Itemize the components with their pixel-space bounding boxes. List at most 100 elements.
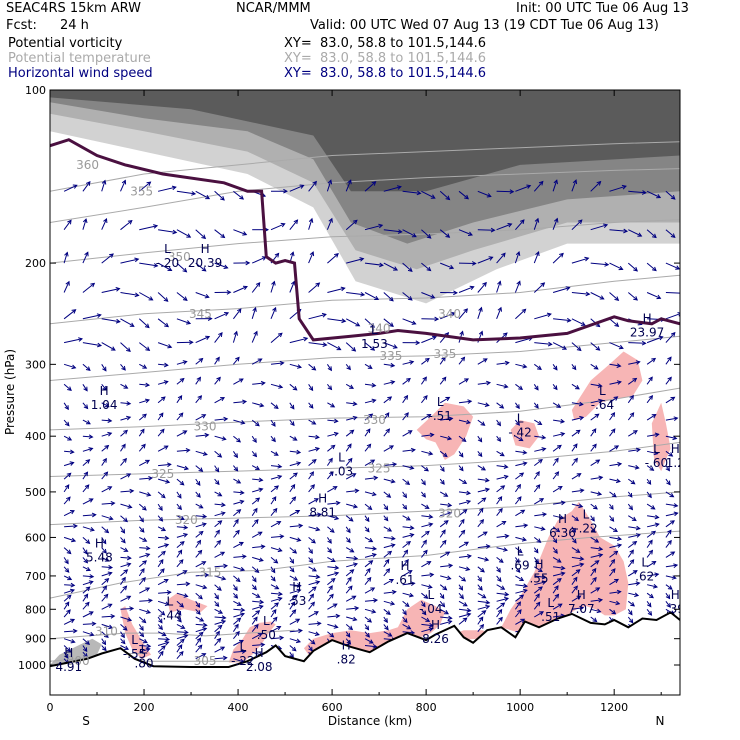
wind-arrowhead [279,534,285,539]
x-tick-label: 800 [416,701,437,714]
wind-vector [496,496,503,505]
wind-vector [533,218,539,230]
wind-arrowhead [349,429,355,435]
wind-arrowhead [220,397,226,402]
wind-vector [590,526,596,533]
wind-arrowhead [255,497,261,503]
theta-label-355: 355 [130,184,153,198]
wind-vector [364,638,374,644]
wind-vector [176,292,188,301]
extremum-value: .82 [337,653,356,667]
wind-arrowhead [534,217,540,223]
wind-vector [157,631,166,636]
wind-arrowhead [215,630,220,636]
wind-arrowhead [121,179,127,185]
wind-arrowhead [573,457,578,463]
wind-arrowhead [142,638,148,644]
theta-label-320: 320 [438,506,461,520]
wind-vector [289,496,296,505]
wind-vector [571,569,581,577]
wind-arrowhead [145,346,151,352]
wind-arrowhead [447,435,453,441]
pv-shading-gray [50,90,680,665]
wind-arrowhead [333,431,339,437]
wind-vector [158,536,169,539]
wind-arrowhead [461,437,467,443]
wind-arrowhead [299,184,305,189]
wind-vector [120,631,125,638]
wind-arrowhead [637,232,643,237]
wind-shade-1 [167,593,208,613]
extremum-value: -.51 [428,409,451,423]
wind-arrowhead [504,596,510,602]
wind-arrowhead [145,382,151,388]
wind-arrowhead [145,587,151,592]
wind-vector [157,318,169,327]
wind-vector [590,428,597,437]
wind-vector [139,363,147,369]
wind-vector [571,563,584,568]
wind-arrowhead [615,478,621,484]
wind-arrowhead [196,376,201,382]
wind-arrowhead [178,412,184,418]
wind-vector [402,318,416,325]
wind-vector [120,569,128,577]
wind-arrowhead [274,585,280,590]
wind-arrowhead [441,529,446,535]
wind-vector [195,450,208,456]
wind-arrowhead [576,473,582,478]
wind-vector [421,450,433,455]
wind-vector [533,384,539,391]
wind-vector [157,412,164,421]
wind-vector [270,584,279,590]
wind-vector [270,557,278,564]
wind-vector [157,651,164,659]
wind-vector [232,331,238,343]
wind-arrowhead [597,491,603,496]
wind-arrowhead [221,619,227,625]
wind-vector [571,489,584,493]
wind-vector [82,342,102,347]
wind-vector [553,318,571,322]
wind-vector [63,575,72,580]
wind-vector [402,262,413,272]
wind-arrowhead [346,365,351,371]
wind-vector [346,503,358,508]
wind-vector [496,609,503,618]
wind-arrowhead [651,233,657,239]
wind-arrowhead [537,420,543,426]
wind-arrowhead [257,633,263,638]
high-marker: H [95,537,104,551]
wind-vector [157,579,169,586]
wind-arrowhead [334,515,340,521]
wind-vector [477,605,490,610]
wind-vector [195,336,210,344]
wind-arrowhead [85,366,91,371]
wind-vector [101,445,109,452]
theta-label-330: 330 [363,413,386,427]
wind-vector [533,557,539,564]
wind-arrowhead [260,544,266,550]
extremum-value: 8.81 [309,506,336,520]
wind-vector [515,509,525,517]
wind-arrowhead [348,585,353,591]
wind-vector [138,568,145,577]
wind-arrowhead [421,492,426,498]
wind-vector [195,262,207,272]
wind-arrowhead [598,475,604,481]
wind-vector [251,519,259,528]
wind-vector [139,383,150,386]
wind-vector [458,491,471,494]
wind-arrowhead [390,478,396,484]
wind-arrowhead [593,504,598,510]
wind-vector [590,608,601,613]
wind-arrowhead [672,435,678,441]
wind-vector [308,282,320,293]
wind-arrowhead [66,647,72,652]
high-marker: H [577,588,586,602]
wind-vector [63,510,75,517]
wind-vector [195,638,201,646]
wind-arrowhead [371,398,377,404]
wind-vector [233,575,241,582]
wind-vector [627,616,634,624]
